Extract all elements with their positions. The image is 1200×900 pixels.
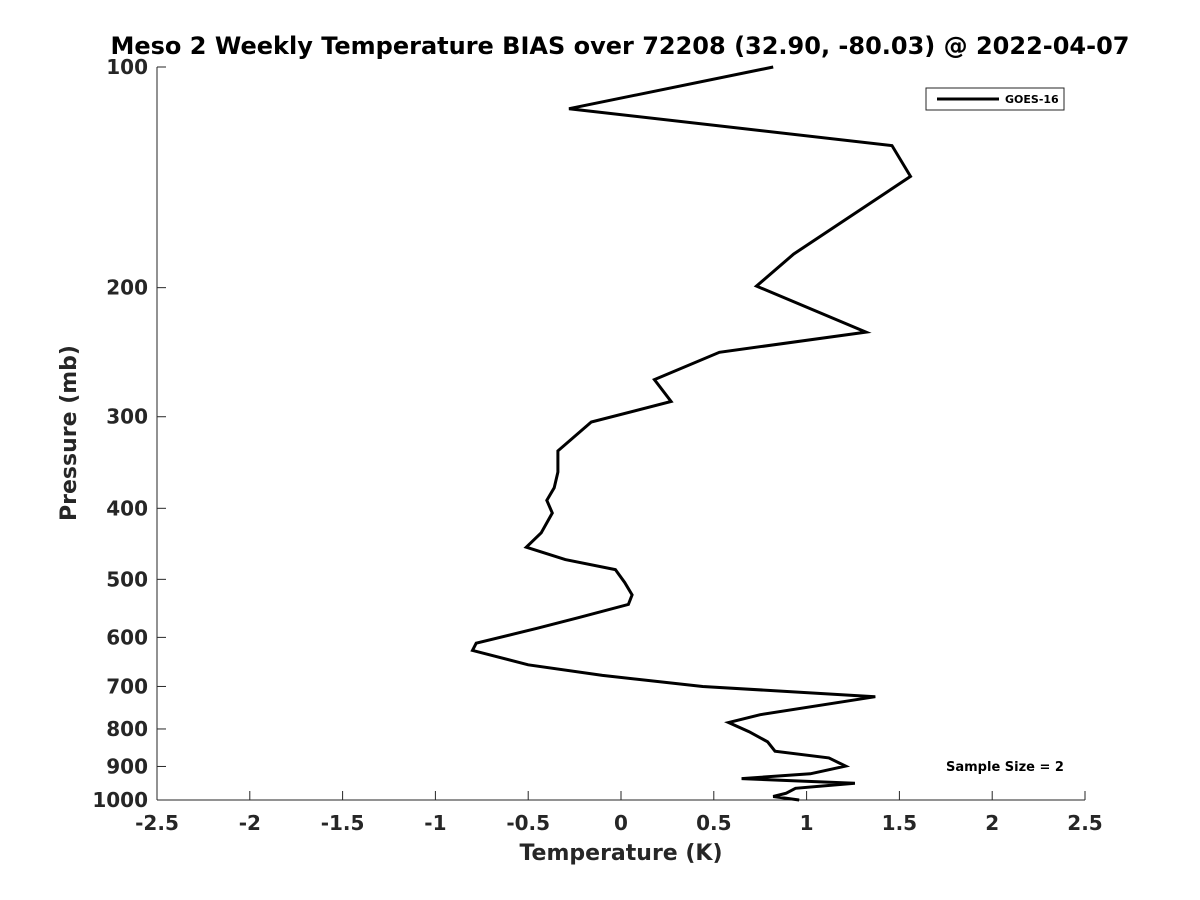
x-tick-label: 0 bbox=[614, 811, 628, 835]
x-axis-ticks: -2.5 -2 -1.5 -1 -0.5 0 0.5 1 1.5 2 2.5 bbox=[135, 791, 1103, 835]
series-line-goes-16 bbox=[470, 65, 913, 802]
y-tick-label: 500 bbox=[106, 567, 148, 591]
x-tick-label: 0.5 bbox=[696, 811, 731, 835]
sample-size-annotation: Sample Size = 2 bbox=[946, 760, 1064, 775]
y-axis-ticks: 100 200 300 400 500 600 700 800 900 1000 bbox=[92, 55, 166, 812]
x-tick-label: -2.5 bbox=[135, 811, 179, 835]
x-tick-label: 2.5 bbox=[1067, 811, 1102, 835]
y-tick-label: 900 bbox=[106, 754, 148, 778]
y-tick-label: 400 bbox=[106, 496, 148, 520]
y-tick-label: 300 bbox=[106, 405, 148, 429]
y-tick-label: 800 bbox=[106, 717, 148, 741]
x-axis-label: Temperature (K) bbox=[519, 841, 722, 866]
y-axis-label: Pressure (mb) bbox=[57, 345, 82, 521]
y-tick-label: 100 bbox=[106, 55, 148, 79]
y-tick-label: 200 bbox=[106, 276, 148, 300]
x-tick-label: 1.5 bbox=[882, 811, 917, 835]
series-layer bbox=[470, 65, 913, 802]
chart-title: Meso 2 Weekly Temperature BIAS over 7220… bbox=[110, 32, 1129, 60]
y-tick-label: 700 bbox=[106, 674, 148, 698]
x-tick-label: -1 bbox=[424, 811, 446, 835]
y-tick-label: 600 bbox=[106, 625, 148, 649]
x-tick-label: -1.5 bbox=[321, 811, 365, 835]
x-tick-label: 1 bbox=[800, 811, 814, 835]
legend-entry-goes-16: GOES-16 bbox=[1005, 93, 1059, 106]
x-tick-label: -2 bbox=[239, 811, 261, 835]
legend: GOES-16 bbox=[925, 87, 1065, 111]
y-tick-label: 1000 bbox=[92, 788, 148, 812]
x-tick-label: -0.5 bbox=[506, 811, 550, 835]
x-tick-label: 2 bbox=[985, 811, 999, 835]
